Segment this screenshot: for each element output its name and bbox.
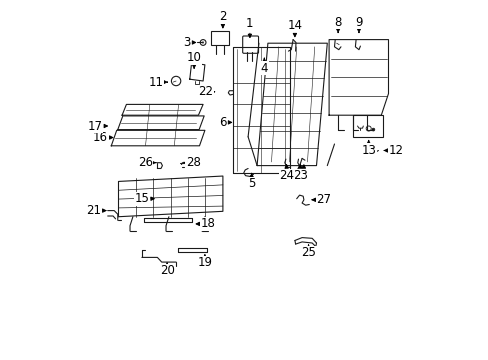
Text: 24: 24 bbox=[279, 165, 293, 182]
Text: 16: 16 bbox=[93, 131, 113, 144]
Text: 9: 9 bbox=[354, 16, 362, 32]
Text: 27: 27 bbox=[311, 193, 330, 206]
Text: 3: 3 bbox=[183, 36, 195, 49]
Text: 26: 26 bbox=[137, 156, 156, 169]
Text: 22: 22 bbox=[198, 85, 214, 98]
Bar bbox=[352, 115, 382, 137]
Text: 7: 7 bbox=[300, 165, 307, 183]
Text: 28: 28 bbox=[184, 156, 201, 169]
Text: 20: 20 bbox=[160, 263, 174, 277]
Text: 12: 12 bbox=[384, 144, 403, 157]
Text: 11: 11 bbox=[148, 76, 167, 89]
Text: 13: 13 bbox=[361, 140, 375, 157]
Text: 10: 10 bbox=[186, 51, 201, 68]
Text: 17: 17 bbox=[87, 120, 107, 132]
Text: 15: 15 bbox=[134, 192, 154, 205]
Text: 21: 21 bbox=[86, 204, 106, 217]
Text: 23: 23 bbox=[292, 165, 307, 182]
Text: 4: 4 bbox=[260, 58, 267, 75]
Text: 6: 6 bbox=[219, 116, 231, 129]
Text: 5: 5 bbox=[247, 174, 255, 190]
Circle shape bbox=[371, 128, 374, 131]
Text: 14: 14 bbox=[287, 19, 302, 37]
Text: 19: 19 bbox=[197, 255, 212, 269]
Text: 2: 2 bbox=[219, 10, 226, 28]
Text: 1: 1 bbox=[245, 17, 253, 37]
Bar bbox=[211, 31, 228, 45]
Text: 18: 18 bbox=[196, 217, 216, 230]
Text: 25: 25 bbox=[301, 245, 315, 259]
Text: 8: 8 bbox=[334, 16, 341, 32]
